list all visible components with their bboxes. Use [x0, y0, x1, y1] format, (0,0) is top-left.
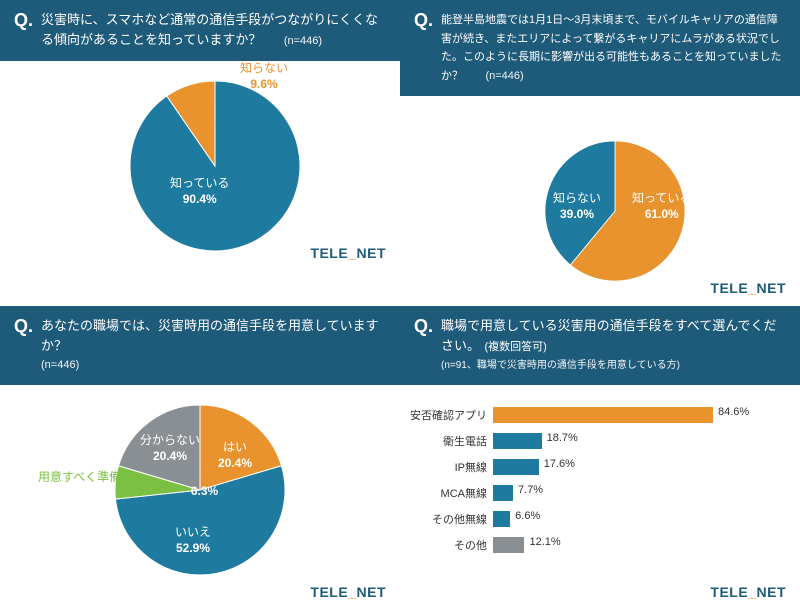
- bar-fill: 12.1%: [493, 537, 524, 553]
- bar-value: 12.1%: [529, 536, 560, 548]
- bar-row: 衛生電話18.7%: [408, 429, 782, 453]
- bar-row: MCA無線7.7%: [408, 481, 782, 505]
- bar-chart-q4: 安否確認アプリ84.6%衛生電話18.7%IP無線17.6%MCA無線7.7%そ…: [400, 385, 800, 569]
- question-sub-inline: (複数回答可): [484, 341, 546, 353]
- question-bar-q2: Q. 能登半島地震では1月1日～3月末頃まで、モバイルキャリアの通信障害が続き、…: [400, 0, 800, 96]
- slice-label-know: 知っている 90.4%: [170, 176, 229, 207]
- bar-label: IP無線: [408, 459, 493, 475]
- slice-label-yes: はい 20.4%: [218, 440, 252, 471]
- brand-logo: TELE_NET: [310, 584, 386, 600]
- bar-fill: 6.6%: [493, 511, 510, 527]
- question-sub: (n=446): [41, 359, 79, 371]
- brand-logo: TELE_NET: [710, 584, 786, 600]
- question-bar-q4: Q. 職場で用意している災害用の通信手段をすべて選んでください。 (複数回答可)…: [400, 306, 800, 385]
- slice-label-notknow: 知らない 9.6%: [240, 61, 288, 92]
- pie-chart-q1: [130, 81, 300, 251]
- chart-area-q2: 知っている 61.0% 知らない 39.0% TELE_NET: [400, 96, 800, 306]
- question-bar-q1: Q. 災害時に、スマホなど通常の通信手段がつながりにくくなる傾向があることを知っ…: [0, 0, 400, 61]
- bar-value: 6.6%: [515, 510, 540, 522]
- bar-fill: 84.6%: [493, 407, 713, 423]
- bar-row: 安否確認アプリ84.6%: [408, 403, 782, 427]
- question-text: 災害時に、スマホなど通常の通信手段がつながりにくくなる傾向があることを知っていま…: [41, 12, 378, 47]
- slice-label-no: いいえ 52.9%: [175, 525, 211, 556]
- slice-label-prep: 用意すべく準備中 6.3%: [38, 470, 133, 501]
- chart-grid: Q. 災害時に、スマホなど通常の通信手段がつながりにくくなる傾向があることを知っ…: [0, 0, 800, 610]
- brand-logo: TELE_NET: [710, 280, 786, 296]
- panel-q4: Q. 職場で用意している災害用の通信手段をすべて選んでください。 (複数回答可)…: [400, 306, 800, 610]
- bar-fill: 7.7%: [493, 485, 513, 501]
- question-bar-q3: Q. あなたの職場では、災害時用の通信手段を用意していますか？ (n=446): [0, 306, 400, 385]
- q-mark: Q.: [14, 10, 33, 31]
- panel-q1: Q. 災害時に、スマホなど通常の通信手段がつながりにくくなる傾向があることを知っ…: [0, 0, 400, 306]
- q-mark: Q.: [14, 316, 33, 337]
- bar-label: 衛生電話: [408, 433, 493, 449]
- bar-label: MCA無線: [408, 485, 493, 501]
- panel-q3: Q. あなたの職場では、災害時用の通信手段を用意していますか？ (n=446) …: [0, 306, 400, 610]
- bar-value: 17.6%: [544, 458, 575, 470]
- bar-fill: 17.6%: [493, 459, 539, 475]
- bar-value: 18.7%: [547, 432, 578, 444]
- bar-row: その他無線6.6%: [408, 507, 782, 531]
- bar-label: その他: [408, 537, 493, 553]
- brand-logo: TELE_NET: [310, 245, 386, 261]
- q-mark: Q.: [414, 10, 433, 31]
- chart-area-q1: 知っている 90.4% 知らない 9.6% TELE_NET: [0, 61, 400, 271]
- q-mark: Q.: [414, 316, 433, 337]
- chart-area-q4: 安否確認アプリ84.6%衛生電話18.7%IP無線17.6%MCA無線7.7%そ…: [400, 385, 800, 610]
- panel-q2: Q. 能登半島地震では1月1日～3月末頃まで、モバイルキャリアの通信障害が続き、…: [400, 0, 800, 306]
- bar-value: 7.7%: [518, 484, 543, 496]
- chart-area-q3: はい 20.4% いいえ 52.9% 用意すべく準備中 6.3% 分からない 2…: [0, 385, 400, 610]
- bar-row: IP無線17.6%: [408, 455, 782, 479]
- bar-fill: 18.7%: [493, 433, 542, 449]
- slice-label-know: 知っている 61.0%: [632, 191, 691, 222]
- slice-label-notknow: 知らない 39.0%: [553, 191, 601, 222]
- bar-value: 84.6%: [718, 406, 749, 418]
- bar-label: 安否確認アプリ: [408, 407, 493, 423]
- slice-label-unknown: 分からない 20.4%: [140, 433, 200, 464]
- bar-label: その他無線: [408, 511, 493, 527]
- question-sub: (n=446): [284, 35, 322, 47]
- question-sub: (n=91、職場で災害時用の通信手段を用意している方): [441, 360, 680, 371]
- bar-row: その他12.1%: [408, 533, 782, 557]
- question-sub: (n=446): [485, 70, 523, 82]
- question-text: あなたの職場では、災害時用の通信手段を用意していますか？: [41, 318, 379, 353]
